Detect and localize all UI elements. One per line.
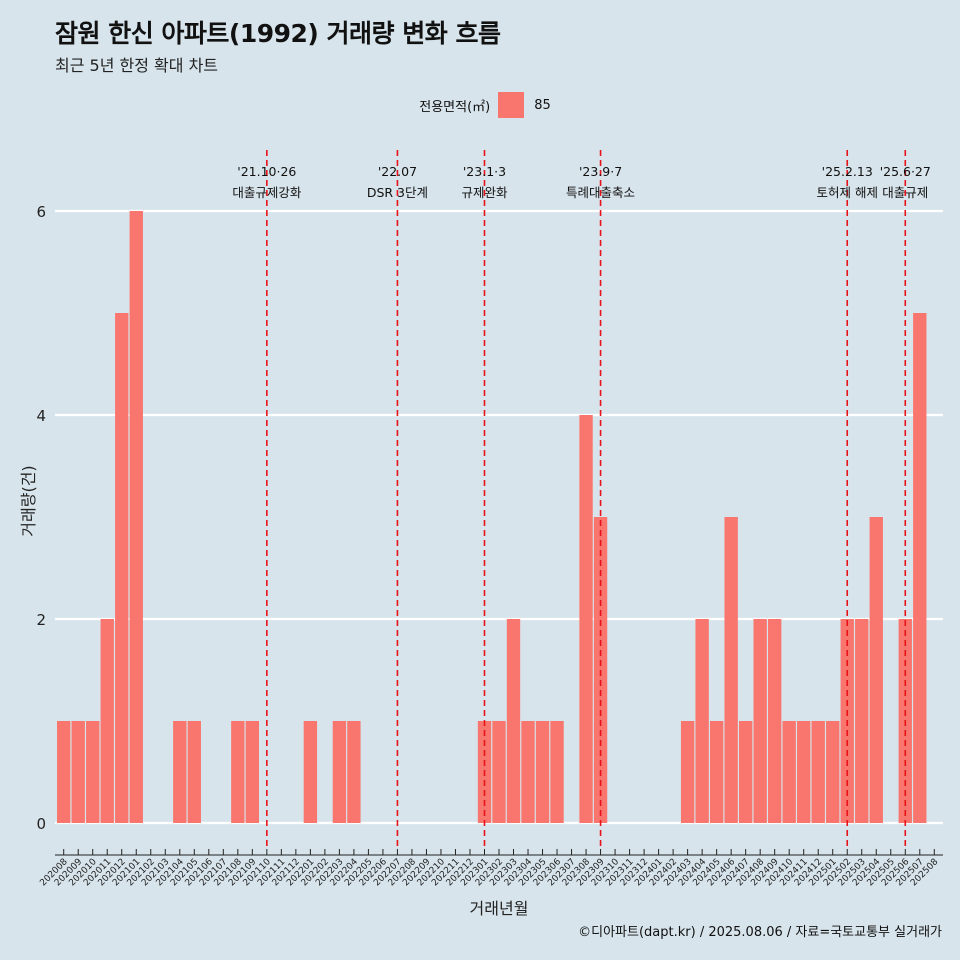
bar bbox=[579, 415, 593, 823]
bar bbox=[492, 721, 506, 823]
bar bbox=[71, 721, 85, 823]
bar bbox=[680, 721, 695, 823]
bar bbox=[129, 211, 143, 823]
bar bbox=[187, 721, 201, 823]
bar bbox=[782, 721, 796, 823]
event-date-label: '25.2.13 bbox=[822, 164, 873, 179]
event-label: 대출규제 bbox=[882, 185, 928, 200]
bar bbox=[86, 721, 100, 823]
bar bbox=[303, 721, 318, 823]
chart-subtitle: 최근 5년 한정 확대 차트 bbox=[55, 56, 219, 75]
bar bbox=[811, 721, 825, 823]
event-date-label: '23.9·7 bbox=[579, 164, 622, 179]
bar bbox=[913, 313, 927, 823]
bar bbox=[506, 619, 521, 823]
event-date-label: '22.07 bbox=[378, 164, 417, 179]
y-axis-title: 거래량(건) bbox=[19, 465, 38, 536]
legend-item-label: 85 bbox=[534, 97, 551, 113]
y-tick-label: 0 bbox=[36, 815, 46, 833]
legend: 전용면적(㎡) 85 bbox=[0, 92, 960, 118]
x-axis-title: 거래년월 bbox=[470, 899, 529, 918]
bar bbox=[797, 721, 811, 823]
bar bbox=[332, 721, 347, 823]
bar bbox=[115, 313, 129, 823]
event-label: 대출규제강화 bbox=[232, 185, 302, 200]
event-label: DSR 3단계 bbox=[367, 185, 428, 200]
bar bbox=[173, 721, 187, 823]
bar bbox=[768, 619, 782, 823]
bar bbox=[100, 619, 114, 823]
legend-swatch bbox=[498, 92, 525, 118]
bar bbox=[521, 721, 535, 823]
bar bbox=[695, 619, 709, 823]
bar bbox=[535, 721, 550, 823]
bar bbox=[347, 721, 361, 823]
y-tick-label: 2 bbox=[36, 611, 46, 629]
bar bbox=[550, 721, 564, 823]
bar bbox=[826, 721, 840, 823]
event-date-label: '25.6·27 bbox=[880, 164, 931, 179]
y-tick-label: 6 bbox=[36, 203, 46, 221]
bar bbox=[57, 721, 71, 823]
bar bbox=[709, 721, 724, 823]
y-tick-label: 4 bbox=[36, 407, 46, 425]
bar bbox=[738, 721, 753, 823]
event-label: 규제완화 bbox=[461, 185, 508, 200]
source-caption: ©디아파트(dapt.kr) / 2025.08.06 / 자료=국토교통부 실… bbox=[578, 925, 942, 940]
bar bbox=[245, 721, 260, 823]
chart-title: 잠원 한신 아파트(1992) 거래량 변화 흐름 bbox=[55, 19, 501, 48]
event-date-label: '23.1·3 bbox=[463, 164, 506, 179]
event-label: 특례대출축소 bbox=[566, 185, 635, 200]
bar bbox=[231, 721, 245, 823]
legend-title: 전용면적(㎡) bbox=[419, 99, 491, 115]
bar bbox=[869, 517, 883, 823]
bar bbox=[753, 619, 767, 823]
bar bbox=[724, 517, 738, 823]
event-date-label: '21.10·26 bbox=[237, 164, 296, 179]
bar bbox=[855, 619, 869, 823]
event-label: 토허제 해제 bbox=[816, 185, 877, 200]
